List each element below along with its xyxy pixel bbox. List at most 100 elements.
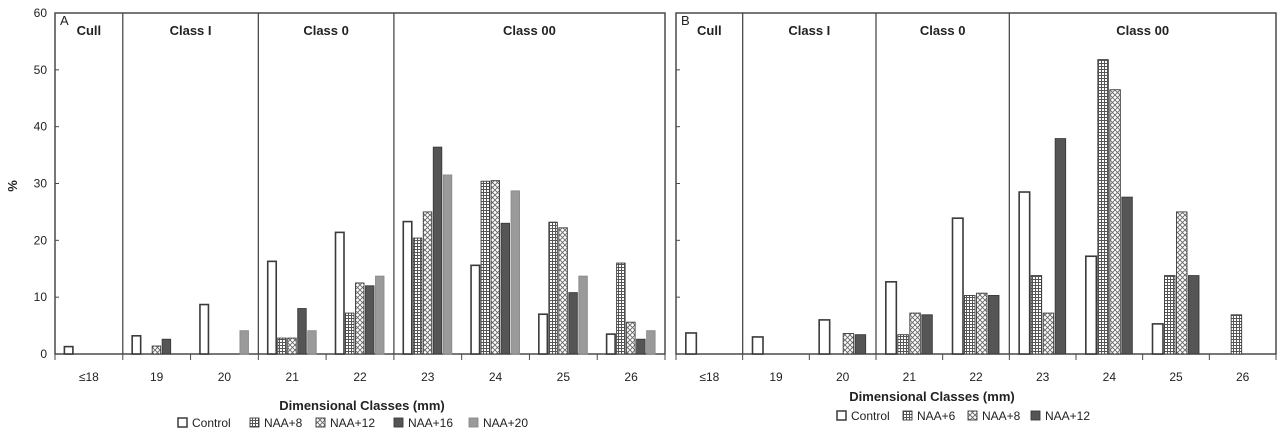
x-tick-label: 23	[421, 370, 435, 384]
bar-naa-12-26	[626, 321, 636, 355]
class-group-label: Class 0	[920, 23, 966, 38]
bar-control-20	[818, 319, 831, 355]
legend-label: NAA+12	[330, 416, 375, 430]
x-axis-title-b: Dimensional Classes (mm)	[849, 389, 1014, 404]
bar-naa-16-21	[297, 308, 307, 355]
x-tick-label: 20	[836, 370, 850, 384]
bar-naa-8-24	[1109, 89, 1121, 355]
class-group-label: Class I	[788, 23, 830, 38]
y-tick-label: 60	[34, 6, 48, 20]
bar-control-25	[1151, 323, 1164, 355]
class-dividers-b	[742, 13, 1010, 354]
bar-naa-16-23	[432, 146, 443, 355]
class-labels-b: Cull Class I Class 0 Class 00	[697, 23, 1169, 38]
bar-naa-12-23	[1054, 138, 1067, 355]
bar-naa-6-24	[1097, 59, 1109, 355]
y-ticks-a: 0 10 20 30 40 50 60	[34, 6, 59, 361]
bar-naa-20-24	[510, 190, 521, 355]
bar-control-20	[199, 303, 210, 355]
bar-naa-12-22	[988, 295, 1000, 355]
legend-b: Control NAA+6 NAA+8 NAA+12	[836, 409, 1090, 423]
class-group-label: Cull	[697, 23, 722, 38]
bar-naa-8-21	[277, 337, 287, 355]
x-tick-label: ≤18	[79, 370, 99, 384]
legend-swatch	[1030, 410, 1041, 421]
legend-label: NAA+12	[1045, 409, 1090, 423]
y-tick-label: 10	[34, 290, 48, 304]
bar-naa-12-21	[921, 314, 933, 355]
bar-naa-12-24	[1121, 196, 1133, 355]
bar-control-24	[470, 264, 481, 355]
x-tick-label: 24	[1103, 370, 1117, 384]
legend-label: NAA+20	[483, 416, 528, 430]
x-tick-label: 19	[769, 370, 783, 384]
bar-naa-12-25	[1188, 275, 1200, 355]
bar-naa-8-21	[909, 312, 921, 355]
bar-naa-8-24	[480, 180, 491, 355]
x-tick-label: 25	[557, 370, 571, 384]
bar-naa-12-24	[490, 180, 501, 355]
x-tick-label: 26	[1236, 370, 1250, 384]
class-dividers-a	[122, 13, 395, 354]
bar-control-23	[1018, 191, 1031, 355]
legend-label: NAA+8	[264, 416, 303, 430]
x-ticks-a: ≤18 19 20 21 22 23 24 25 26	[54, 354, 666, 384]
x-tick-label: 20	[218, 370, 232, 384]
legend-swatch	[836, 410, 847, 421]
y-tick-label: 40	[34, 120, 48, 134]
y-tick-label: 0	[40, 347, 47, 361]
bar-naa-20-21	[307, 330, 317, 355]
bar-naa-8-20	[842, 333, 855, 355]
x-tick-label: 22	[353, 370, 367, 384]
legend-a: Control NAA+8 NAA+12 NAA+16 NAA+20	[177, 416, 528, 430]
x-tick-label: 26	[624, 370, 638, 384]
x-tick-label: 21	[286, 370, 300, 384]
class-labels-a: Cull Class I Class 0 Class 00	[77, 23, 556, 38]
legend-swatch	[967, 410, 978, 421]
x-tick-label: ≤18	[699, 370, 719, 384]
class-group-label: Class 00	[503, 23, 556, 38]
bar-control-le18	[685, 332, 698, 355]
bar-control-24	[1085, 255, 1098, 355]
bar-naa-16-26	[636, 338, 646, 355]
bar-naa-8-23	[1042, 312, 1055, 355]
bar-naa-6-25	[1164, 275, 1176, 355]
bar-naa-8-22	[345, 312, 355, 355]
legend-swatch	[315, 417, 326, 428]
bar-naa-6-21	[897, 334, 909, 355]
bar-control-26	[605, 333, 616, 355]
bar-naa-16-22	[365, 285, 375, 355]
bar-control-25	[538, 313, 549, 355]
bar-naa-20-26	[646, 330, 656, 355]
x-tick-label: 22	[969, 370, 983, 384]
legend-swatch	[902, 410, 913, 421]
bar-naa-16-24	[500, 222, 511, 355]
bar-naa-8-22	[976, 292, 988, 355]
legend-label: NAA+8	[982, 409, 1021, 423]
legend-swatch	[393, 417, 404, 428]
bar-control-21	[885, 281, 898, 355]
bar-control-le18	[63, 345, 74, 355]
bar-naa-12-23	[422, 211, 433, 355]
legend-swatch	[249, 417, 260, 428]
bar-control-21	[266, 260, 278, 355]
bar-naa-12-22	[355, 282, 365, 355]
class-group-label: Class I	[170, 23, 212, 38]
x-tick-label: 23	[1036, 370, 1050, 384]
x-tick-label: 24	[489, 370, 503, 384]
bars-a	[63, 146, 656, 355]
class-group-label: Class 00	[1116, 23, 1169, 38]
y-tick-label: 30	[34, 177, 48, 191]
bar-naa-8-26	[616, 262, 626, 355]
bar-naa-16-19	[161, 338, 172, 355]
bar-control-22	[951, 217, 964, 355]
y-ticks-b	[676, 12, 680, 355]
chart-panel-b: B Dimensional Classes (mm) ≤18 19 20 21 22 23…	[675, 12, 1277, 423]
bar-naa-20-22	[375, 275, 385, 355]
legend-label: NAA+16	[408, 416, 453, 430]
y-tick-label: 20	[34, 233, 48, 247]
bar-naa-12-20	[854, 334, 867, 355]
legend-label: Control	[851, 409, 890, 423]
bar-control-23	[402, 220, 413, 355]
